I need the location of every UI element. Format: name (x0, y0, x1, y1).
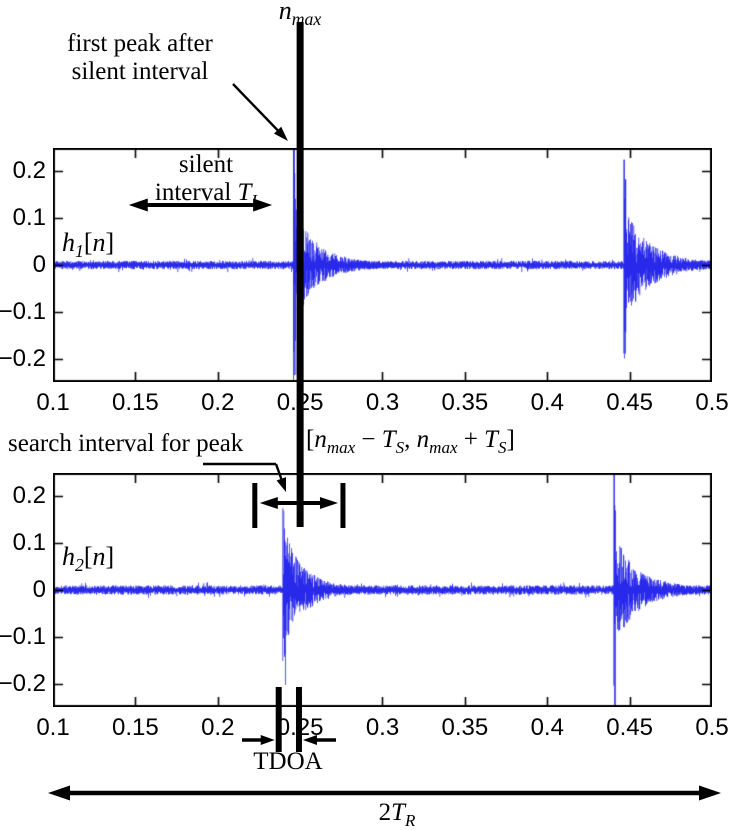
search-interval-formula: [nmax − TS, nmax + TS] (306, 426, 515, 457)
x-tick-label: 0.25 (276, 714, 324, 741)
y-tick-label: −0.1 (0, 297, 46, 325)
x-tick-label: 0.4 (530, 714, 564, 741)
silent-interval-note-line2: interval TI (154, 179, 258, 211)
first-peak-note-line2: silent interval (71, 58, 209, 86)
h1-waveform-plot (53, 148, 712, 382)
silent-interval-note-line1: silent (178, 151, 234, 178)
x-tick-label: 0.15 (112, 714, 159, 741)
y-tick-label: 0 (32, 576, 46, 603)
x-tick-label: 0.5 (695, 389, 729, 416)
tdoa-label: TDOA (253, 748, 323, 775)
h2-series-label: h2[n] (62, 542, 115, 576)
y-tick-label: 0.1 (12, 529, 46, 557)
h1-series-label: h1[n] (62, 228, 115, 262)
x-tick-label: 0.45 (606, 389, 653, 416)
nmax-label: nmax (278, 0, 322, 30)
first-peak-arrow (232, 83, 284, 137)
y-tick-label: −0.1 (0, 622, 46, 650)
x-tick-label: 0.2 (201, 714, 235, 741)
x-tick-label: 0.5 (695, 714, 729, 741)
x-tick-label: 0.3 (365, 389, 400, 416)
x-tick-label: 0.45 (606, 714, 653, 741)
y-tick-label: 0.1 (12, 204, 46, 232)
silent-interval-note: silent interval TI (106, 151, 306, 211)
x-tick-label: 0.3 (365, 714, 400, 741)
x-tick-label: 0.1 (36, 389, 70, 416)
tr-label: 2TR (378, 799, 416, 830)
h2-waveform-plot (53, 473, 712, 707)
tr-arrow-head (699, 785, 721, 801)
y-tick-label: 0.2 (12, 482, 46, 510)
x-tick-label: 0.4 (530, 389, 564, 416)
x-tick-label: 0.35 (441, 389, 489, 416)
first-peak-note-line1: first peak after (67, 30, 213, 57)
tr-arrow-head (48, 785, 70, 801)
search-interval-note: search interval for peak (8, 430, 244, 457)
y-tick-label: 0.2 (12, 157, 46, 185)
y-tick-label: −0.2 (0, 344, 46, 372)
x-tick-label: 0.15 (112, 389, 159, 416)
y-tick-label: −0.2 (0, 669, 46, 697)
x-tick-label: 0.35 (441, 714, 489, 741)
first-peak-arrow-head (273, 126, 288, 141)
y-tick-label: 0 (32, 251, 46, 278)
first-peak-note: first peak after silent interval (40, 30, 240, 87)
x-tick-label: 0.1 (36, 714, 70, 741)
x-tick-label: 0.25 (276, 389, 324, 416)
x-tick-label: 0.2 (201, 389, 235, 416)
